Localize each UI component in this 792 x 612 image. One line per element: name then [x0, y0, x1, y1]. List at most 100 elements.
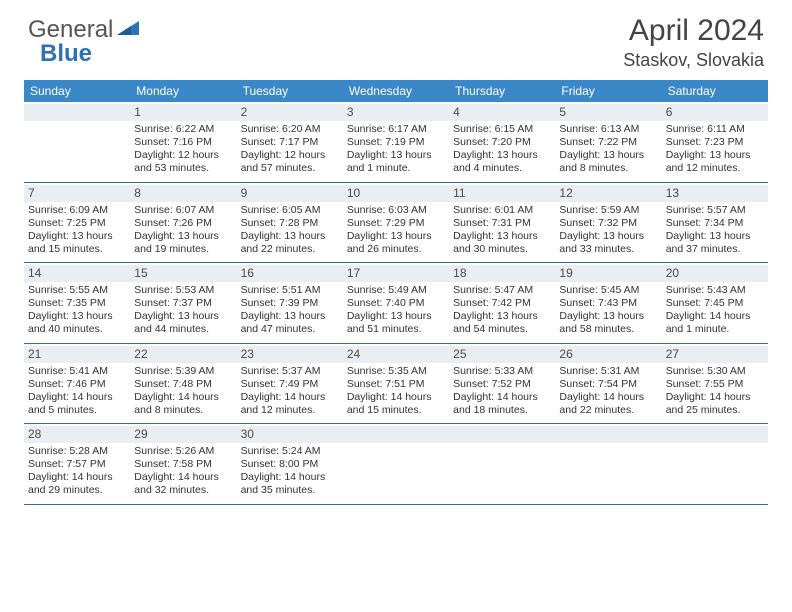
day-detail-text: Sunrise: 5:41 AM Sunset: 7:46 PM Dayligh… [28, 365, 126, 418]
weekday-header-row: SundayMondayTuesdayWednesdayThursdayFrid… [24, 80, 768, 102]
day-cell: 5 Sunrise: 6:13 AM Sunset: 7:22 PM Daylig… [555, 102, 661, 182]
logo-text-blue: Blue [40, 40, 92, 68]
day-detail-text: Sunrise: 5:37 AM Sunset: 7:49 PM Dayligh… [241, 365, 339, 418]
day-detail-text: Sunrise: 6:13 AM Sunset: 7:22 PM Dayligh… [559, 123, 657, 176]
day-detail-text: Sunrise: 6:15 AM Sunset: 7:20 PM Dayligh… [453, 123, 551, 176]
day-cell: 13Sunrise: 5:57 AM Sunset: 7:34 PM Dayli… [662, 183, 768, 263]
day-number: 28 [24, 426, 130, 443]
day-cell: 2Sunrise: 6:20 AM Sunset: 7:17 PM Daylig… [237, 102, 343, 182]
day-detail-text: Sunrise: 5:53 AM Sunset: 7:37 PM Dayligh… [134, 284, 232, 337]
weekday-header: Friday [555, 80, 661, 102]
day-number: 8 [130, 185, 236, 202]
day-cell: 1Sunrise: 6:22 AM Sunset: 7:16 PM Daylig… [130, 102, 236, 182]
day-cell: 24 Sunrise: 5:35 AM Sunset: 7:51 PM Dayli… [343, 344, 449, 424]
day-number: 16 [237, 265, 343, 282]
day-number [343, 426, 449, 443]
day-number: 18 [449, 265, 555, 282]
day-number: 4 [449, 104, 555, 121]
day-detail-text: Sunrise: 5:30 AM Sunset: 7:55 PM Dayligh… [666, 365, 764, 418]
day-cell [449, 424, 555, 504]
day-detail-text: Sunrise: 5:55 AM Sunset: 7:35 PM Dayligh… [28, 284, 126, 337]
weekday-header: Saturday [662, 80, 768, 102]
day-number: 7 [24, 185, 130, 202]
day-number [24, 104, 130, 121]
day-number: 12 [555, 185, 661, 202]
weekday-header: Tuesday [237, 80, 343, 102]
day-cell: 28Sunrise: 5:28 AM Sunset: 7:57 PM Dayli… [24, 424, 130, 504]
day-cell [343, 424, 449, 504]
day-cell: 26Sunrise: 5:31 AM Sunset: 7:54 PM Dayli… [555, 344, 661, 424]
month-year: April 2024 [623, 14, 764, 48]
day-number: 1 [130, 104, 236, 121]
weekday-header: Sunday [24, 80, 130, 102]
day-cell: 3 Sunrise: 6:17 AM Sunset: 7:19 PM Daylig… [343, 102, 449, 182]
day-detail-text: Sunrise: 5:39 AM Sunset: 7:48 PM Dayligh… [134, 365, 232, 418]
day-detail-text: Sunrise: 5:35 AM Sunset: 7:51 PM Dayligh… [347, 365, 445, 418]
day-detail-text: Sunrise: 5:51 AM Sunset: 7:39 PM Dayligh… [241, 284, 339, 337]
day-number: 22 [130, 346, 236, 363]
day-number: 24 [343, 346, 449, 363]
day-cell: 20 Sunrise: 5:43 AM Sunset: 7:45 PM Dayli… [662, 263, 768, 343]
week-row: 1Sunrise: 6:22 AM Sunset: 7:16 PM Daylig… [24, 102, 768, 183]
day-detail-text: Sunrise: 5:45 AM Sunset: 7:43 PM Dayligh… [559, 284, 657, 337]
day-cell: 18Sunrise: 5:47 AM Sunset: 7:42 PM Dayli… [449, 263, 555, 343]
day-detail-text: Sunrise: 5:24 AM Sunset: 8:00 PM Dayligh… [241, 445, 339, 498]
week-row: 21 Sunrise: 5:41 AM Sunset: 7:46 PM Dayli… [24, 344, 768, 425]
day-number: 20 [662, 265, 768, 282]
day-detail-text: Sunrise: 6:05 AM Sunset: 7:28 PM Dayligh… [241, 204, 339, 257]
day-detail-text: Sunrise: 5:33 AM Sunset: 7:52 PM Dayligh… [453, 365, 551, 418]
day-detail-text: Sunrise: 6:03 AM Sunset: 7:29 PM Dayligh… [347, 204, 445, 257]
day-cell: 29 Sunrise: 5:26 AM Sunset: 7:58 PM Dayli… [130, 424, 236, 504]
day-cell: 21 Sunrise: 5:41 AM Sunset: 7:46 PM Dayli… [24, 344, 130, 424]
day-detail-text: Sunrise: 5:59 AM Sunset: 7:32 PM Dayligh… [559, 204, 657, 257]
day-cell: 4 Sunrise: 6:15 AM Sunset: 7:20 PM Daylig… [449, 102, 555, 182]
day-cell: 25Sunrise: 5:33 AM Sunset: 7:52 PM Dayli… [449, 344, 555, 424]
weekday-header: Wednesday [343, 80, 449, 102]
day-detail-text: Sunrise: 5:26 AM Sunset: 7:58 PM Dayligh… [134, 445, 232, 498]
day-number [555, 426, 661, 443]
day-number: 3 [343, 104, 449, 121]
day-number: 29 [130, 426, 236, 443]
day-number: 21 [24, 346, 130, 363]
day-detail-text: Sunrise: 6:09 AM Sunset: 7:25 PM Dayligh… [28, 204, 126, 257]
day-cell: 8 Sunrise: 6:07 AM Sunset: 7:26 PM Daylig… [130, 183, 236, 263]
week-row: 28Sunrise: 5:28 AM Sunset: 7:57 PM Dayli… [24, 424, 768, 505]
day-number: 14 [24, 265, 130, 282]
day-cell: 17Sunrise: 5:49 AM Sunset: 7:40 PM Dayli… [343, 263, 449, 343]
day-number: 9 [237, 185, 343, 202]
week-row: 7 Sunrise: 6:09 AM Sunset: 7:25 PM Daylig… [24, 183, 768, 264]
logo-triangle-icon [117, 14, 139, 42]
day-number: 27 [662, 346, 768, 363]
day-cell: 23Sunrise: 5:37 AM Sunset: 7:49 PM Dayli… [237, 344, 343, 424]
day-cell: 16 Sunrise: 5:51 AM Sunset: 7:39 PM Dayli… [237, 263, 343, 343]
day-number: 6 [662, 104, 768, 121]
weekday-header: Monday [130, 80, 236, 102]
day-cell: 14 Sunrise: 5:55 AM Sunset: 7:35 PM Dayli… [24, 263, 130, 343]
day-detail-text: Sunrise: 6:11 AM Sunset: 7:23 PM Dayligh… [666, 123, 764, 176]
day-cell: 10 Sunrise: 6:03 AM Sunset: 7:29 PM Dayli… [343, 183, 449, 263]
day-cell [662, 424, 768, 504]
week-row: 14 Sunrise: 5:55 AM Sunset: 7:35 PM Dayli… [24, 263, 768, 344]
day-detail-text: Sunrise: 6:20 AM Sunset: 7:17 PM Dayligh… [241, 123, 339, 176]
day-number: 19 [555, 265, 661, 282]
location: Staskov, Slovakia [623, 50, 764, 71]
day-cell: 30Sunrise: 5:24 AM Sunset: 8:00 PM Dayli… [237, 424, 343, 504]
day-cell [24, 102, 130, 182]
day-detail-text: Sunrise: 5:43 AM Sunset: 7:45 PM Dayligh… [666, 284, 764, 337]
title-block: April 2024 Staskov, Slovakia [623, 14, 764, 71]
day-number [449, 426, 555, 443]
day-number [662, 426, 768, 443]
day-cell: 6 Sunrise: 6:11 AM Sunset: 7:23 PM Daylig… [662, 102, 768, 182]
day-detail-text: Sunrise: 5:49 AM Sunset: 7:40 PM Dayligh… [347, 284, 445, 337]
day-detail-text: Sunrise: 6:07 AM Sunset: 7:26 PM Dayligh… [134, 204, 232, 257]
day-cell: 19 Sunrise: 5:45 AM Sunset: 7:43 PM Dayli… [555, 263, 661, 343]
day-detail-text: Sunrise: 6:17 AM Sunset: 7:19 PM Dayligh… [347, 123, 445, 176]
day-number: 5 [555, 104, 661, 121]
day-cell: 9 Sunrise: 6:05 AM Sunset: 7:28 PM Daylig… [237, 183, 343, 263]
day-number: 10 [343, 185, 449, 202]
day-cell: 27 Sunrise: 5:30 AM Sunset: 7:55 PM Dayli… [662, 344, 768, 424]
day-cell: 11Sunrise: 6:01 AM Sunset: 7:31 PM Dayli… [449, 183, 555, 263]
day-cell: 7 Sunrise: 6:09 AM Sunset: 7:25 PM Daylig… [24, 183, 130, 263]
day-detail-text: Sunrise: 5:31 AM Sunset: 7:54 PM Dayligh… [559, 365, 657, 418]
calendar: SundayMondayTuesdayWednesdayThursdayFrid… [24, 80, 768, 505]
